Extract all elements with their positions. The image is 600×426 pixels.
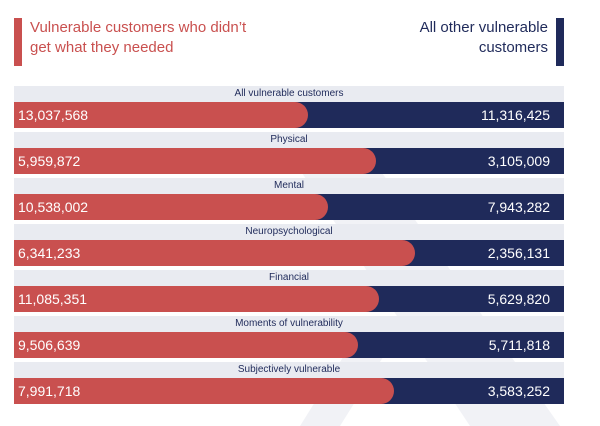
category-band: Mental 10,538,002 7,943,282 bbox=[14, 178, 564, 224]
category-band: Physical 5,959,872 3,105,009 bbox=[14, 132, 564, 178]
value-label-navy: 2,356,131 bbox=[487, 245, 550, 261]
bar-navy: 5,959,872 3,105,009 bbox=[14, 148, 564, 174]
bar-red bbox=[14, 332, 358, 358]
legend-right-label: All other vulnerable customers bbox=[419, 19, 548, 56]
bar-navy: 6,341,233 2,356,131 bbox=[14, 240, 564, 266]
stacked-bar-chart: All vulnerable customers 13,037,568 11,316… bbox=[14, 86, 564, 408]
value-label-red: 7,991,718 bbox=[18, 383, 81, 399]
category-label: Moments of vulnerability bbox=[14, 316, 564, 332]
legend-swatch-red bbox=[14, 18, 22, 66]
bar-red bbox=[14, 378, 394, 404]
legend-swatch-navy bbox=[556, 18, 564, 66]
bar-red bbox=[14, 148, 376, 174]
category-label: All vulnerable customers bbox=[14, 86, 564, 102]
value-label-red: 11,085,351 bbox=[18, 291, 88, 307]
bar-navy: 9,506,639 5,711,818 bbox=[14, 332, 564, 358]
bar-red bbox=[14, 102, 309, 128]
category-band: Subjectively vulnerable 7,991,718 3,583,25… bbox=[14, 362, 564, 408]
bar-navy: 13,037,568 11,316,425 bbox=[14, 102, 564, 128]
category-band: All vulnerable customers 13,037,568 11,316… bbox=[14, 86, 564, 132]
category-label: Mental bbox=[14, 178, 564, 194]
value-label-red: 6,341,233 bbox=[18, 245, 81, 261]
value-label-red: 10,538,002 bbox=[18, 199, 89, 215]
category-label: Financial bbox=[14, 270, 564, 286]
value-label-red: 5,959,872 bbox=[18, 153, 81, 169]
category-label: Subjectively vulnerable bbox=[14, 362, 564, 378]
category-label: Neuropsychological bbox=[14, 224, 564, 240]
value-label-red: 13,037,568 bbox=[18, 107, 89, 123]
value-label-navy: 11,316,425 bbox=[480, 107, 550, 123]
bar-red bbox=[14, 240, 415, 266]
category-label: Physical bbox=[14, 132, 564, 148]
value-label-navy: 7,943,282 bbox=[487, 199, 550, 215]
category-band: Financial 11,085,351 5,629,820 bbox=[14, 270, 564, 316]
bar-navy: 10,538,002 7,943,282 bbox=[14, 194, 564, 220]
category-band: Moments of vulnerability 9,506,639 5,711,8… bbox=[14, 316, 564, 362]
bar-navy: 7,991,718 3,583,252 bbox=[14, 378, 564, 404]
bar-red bbox=[14, 286, 379, 312]
value-label-navy: 5,629,820 bbox=[487, 291, 550, 307]
value-label-navy: 5,711,818 bbox=[488, 337, 550, 353]
bar-navy: 11,085,351 5,629,820 bbox=[14, 286, 564, 312]
legend-left-label: Vulnerable customers who didn’t get what… bbox=[30, 19, 247, 56]
value-label-red: 9,506,639 bbox=[18, 337, 81, 353]
legend-left: Vulnerable customers who didn’t get what… bbox=[14, 18, 250, 66]
value-label-navy: 3,583,252 bbox=[487, 383, 550, 399]
bar-red bbox=[14, 194, 328, 220]
legend-right: All other vulnerable customers bbox=[388, 18, 564, 66]
category-band: Neuropsychological 6,341,233 2,356,131 bbox=[14, 224, 564, 270]
value-label-navy: 3,105,009 bbox=[487, 153, 550, 169]
